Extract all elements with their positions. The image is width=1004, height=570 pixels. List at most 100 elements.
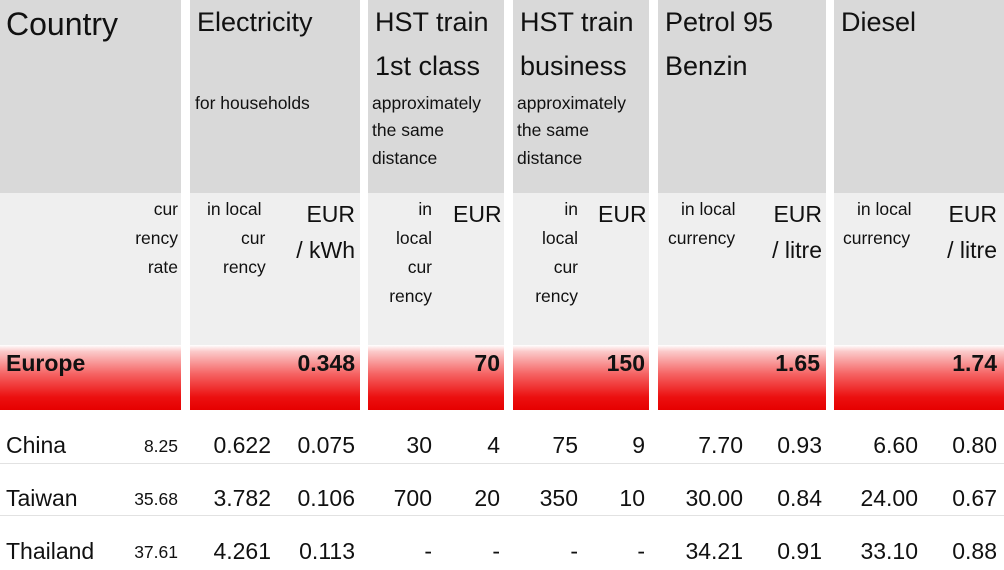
row-hst1-eur: 4 [487, 432, 500, 458]
europe-diesel-cell [834, 345, 1004, 410]
elec-local-subheader-2: cur [241, 228, 266, 248]
hstb-header-line1: HST train [520, 7, 634, 37]
hst1-local-subheader-3: cur [407, 257, 432, 277]
elec-eur-subheader-1: EUR [306, 201, 355, 227]
row-elec-local: 4.261 [213, 538, 271, 564]
hst1-subtitle-3: distance [372, 148, 438, 168]
table-row [0, 420, 1004, 464]
diesel-eur-subheader-1: EUR [948, 201, 997, 227]
row-elec-eur: 0.106 [297, 485, 355, 511]
europe-electricity: 0.348 [297, 350, 355, 376]
row-elec-local: 0.622 [213, 432, 271, 458]
header-hstb-cell [513, 0, 649, 193]
europe-diesel: 1.74 [952, 350, 997, 376]
subheader-hst1-cell [368, 193, 504, 345]
row-petrol-local: 7.70 [698, 432, 743, 458]
europe-hstb-cell [513, 345, 649, 410]
europe-hst1: 70 [474, 350, 500, 376]
hst1-header-line1: HST train [375, 7, 489, 37]
hstb-subtitle-1: approximately [517, 93, 626, 113]
row-elec-eur: 0.075 [297, 432, 355, 458]
elec-local-subheader-1: in local [207, 199, 262, 219]
petrol-eur-subheader-2: / litre [772, 237, 822, 263]
country-header: Country [6, 6, 119, 42]
hst1-subtitle-1: approximately [372, 93, 481, 113]
row-petrol-local: 30.00 [685, 485, 743, 511]
row-hst1-local: - [424, 538, 432, 564]
row-rate: 8.25 [143, 436, 178, 456]
subheader-electricity-cell [190, 193, 360, 345]
hst1-subtitle-2: the same [372, 120, 444, 140]
row-hst1-eur: - [492, 538, 500, 564]
diesel-local-subheader-1: in local [857, 199, 912, 219]
europe-electricity-cell [190, 345, 360, 410]
hstb-eur-subheader: EUR [598, 201, 647, 227]
hst1-header-line2: 1st class [375, 51, 481, 81]
header-diesel-cell [834, 0, 1004, 193]
hstb-local-subheader-4: rency [535, 286, 578, 306]
hst1-local-subheader-4: rency [389, 286, 432, 306]
europe-hstb: 150 [606, 350, 645, 376]
row-country: China [6, 432, 67, 458]
row-hstb-eur: 9 [632, 432, 645, 458]
row-hstb-local: 75 [552, 432, 578, 458]
hst1-local-subheader-1: in [418, 199, 432, 219]
row-elec-eur: 0.113 [299, 538, 355, 564]
europe-petrol-cell [658, 345, 826, 410]
subheader-petrol-cell [658, 193, 826, 345]
header-country-cell [0, 0, 181, 193]
hst1-eur-subheader: EUR [453, 201, 502, 227]
hstb-local-subheader-3: cur [553, 257, 578, 277]
subheader-diesel-cell [834, 193, 1004, 345]
diesel-header: Diesel [841, 7, 917, 37]
europe-label: Europe [6, 350, 86, 376]
electricity-subtitle: for households [195, 93, 310, 113]
petrol-local-subheader-2: currency [668, 228, 736, 248]
petrol-eur-subheader-1: EUR [773, 201, 822, 227]
europe-hst1-cell [368, 345, 504, 410]
header-electricity-cell [190, 0, 360, 193]
diesel-eur-subheader-2: / litre [947, 237, 997, 263]
petrol-header-line2: Benzin [665, 51, 748, 81]
elec-local-subheader-3: rency [223, 257, 266, 277]
rate-subheader-1: cur [153, 199, 178, 219]
hstb-local-subheader-2: local [542, 228, 578, 248]
row-hstb-local: - [570, 538, 578, 564]
table-row [0, 464, 1004, 516]
row-petrol-local: 34.21 [685, 538, 743, 564]
table-row [0, 516, 1004, 570]
row-diesel-local: 33.10 [860, 538, 918, 564]
row-hst1-eur: 20 [474, 485, 500, 511]
hst1-local-subheader-2: local [396, 228, 432, 248]
europe-country-cell [0, 345, 181, 410]
row-elec-local: 3.782 [213, 485, 271, 511]
row-diesel-eur: 0.67 [952, 485, 997, 511]
row-country: Thailand [6, 538, 95, 564]
header-petrol-cell [658, 0, 826, 193]
row-petrol-eur: 0.91 [777, 538, 822, 564]
row-petrol-eur: 0.93 [777, 432, 822, 458]
row-diesel-local: 6.60 [873, 432, 918, 458]
electricity-header: Electricity [197, 7, 313, 37]
row-hstb-local: 350 [539, 485, 578, 511]
petrol-local-subheader-1: in local [681, 199, 736, 219]
row-diesel-eur: 0.80 [952, 432, 997, 458]
rate-subheader-2: rency [135, 228, 178, 248]
row-country: Taiwan [6, 485, 78, 511]
rate-subheader-3: rate [147, 257, 178, 277]
row-hst1-local: 700 [393, 485, 432, 511]
hstb-local-subheader-1: in [564, 199, 578, 219]
hstb-subtitle-3: distance [517, 148, 583, 168]
row-diesel-local: 24.00 [860, 485, 918, 511]
header-hst1-cell [368, 0, 504, 193]
petrol-header-line1: Petrol 95 [665, 7, 774, 37]
elec-eur-subheader-2: / kWh [296, 237, 355, 263]
row-petrol-eur: 0.84 [777, 485, 822, 511]
row-rate: 37.61 [134, 542, 178, 562]
hstb-subtitle-2: the same [517, 120, 589, 140]
diesel-local-subheader-2: currency [843, 228, 911, 248]
row-hstb-eur: 10 [619, 485, 645, 511]
row-hstb-eur: - [637, 538, 645, 564]
hstb-header-line2: business [520, 51, 627, 81]
subheader-hstb-cell [513, 193, 649, 345]
